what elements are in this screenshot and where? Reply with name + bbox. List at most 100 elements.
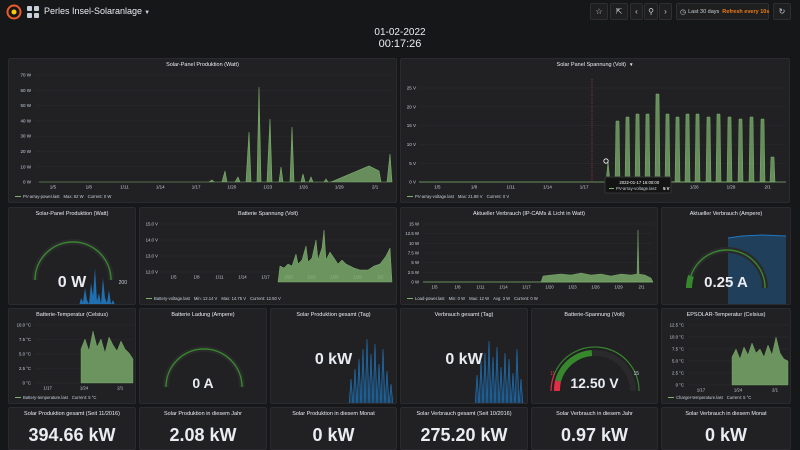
panel-solar-production-gauge[interactable]: Solar-Panel Produktion (Watt) 200 0 W [8,207,136,305]
x-tick-label: 1/17 [522,284,531,289]
load-power-series [540,229,654,283]
y-tick-label: 40 W [20,118,31,123]
y-axis-labels: 12.5 °C 10.0 °C 7.5 °C 5.0 °C 2.5 °C 0 °C [670,323,684,388]
panel-title: Solar Produktion gesamt (Seit 11/2016) [24,411,120,417]
y-tick-label: 15.0 V [146,222,159,227]
x-tick-label: 1/17 [44,385,53,390]
refresh-icon: ↻ [778,7,786,16]
y-tick-label: 13.0 V [146,254,159,259]
y-tick-label: 0 W [23,180,32,185]
chart-legend: Load-power.last Min: 0 W Max: 12 W Avg: 3 W… [407,296,538,301]
battery-voltage-chart: 15.0 V 14.0 V 13.0 V 12.0 V 1/5 1/8 1/11 1/14 1… [146,222,393,283]
chart-legend: PV-array-power.last Max: 62 W Current: 0 W [15,194,111,199]
x-tick-label: 1/24 [80,385,89,390]
stat-value: 0 kW [445,351,483,368]
panel-solar-voltage-graph[interactable]: Solar Panel Spannung (Volt) ▼ 25 V 20 V 15 … [400,58,790,203]
pv-power-series [39,86,393,183]
chart-legend: Battery-voltage.last Min: 12.14 V Max: 14.… [146,296,281,301]
x-tick-label: 1/11 [476,284,485,289]
chart-legend: Battery-temperature.last Current: 5 °C [15,395,96,400]
stat-value: 0 kW [312,425,355,445]
share-button[interactable]: ⇱ [610,3,628,20]
panel-solar-production-graph[interactable]: Solar-Panel Produktion (Watt) 70 W 60 W 50… [8,58,397,203]
chevron-down-icon: ▼ [144,10,151,16]
panel-stat-usage-total[interactable]: Solar Verbrauch gesamt (Seit 10/2016) 27… [400,407,528,450]
time-range-label: Last 30 days [688,8,720,15]
time-back-button[interactable]: ‹ [630,3,643,20]
panel-battery-temperature[interactable]: Batterie-Temperatur (Celsius) 10.0 °C 7.5… [8,308,136,404]
time-range-picker[interactable]: ◷ Last 30 days Refresh every 10s [676,3,769,20]
dashboards-grid-icon[interactable] [27,6,39,18]
y-axis-labels: 25 V 20 V 15 V 10 V 5 V 0 V [407,86,416,185]
gauge-max-label: 15 [633,371,639,377]
star-button[interactable]: ☆ [590,3,608,20]
solar-production-chart: 70 W60 W50 W40 W30 W20 W10 W0 W 1/5 1/8 1/… [20,73,393,190]
x-tick-label: 1/26 [690,185,699,190]
x-axis-labels: 1/17 1/24 2/1 [44,385,124,390]
stat-value: 0 kW [314,351,353,368]
panel-epsolar-temperature[interactable]: EPSOLAR-Temperatur (Celsius) 12.5 °C 10.0… [661,308,791,404]
y-tick-label: 30 W [20,134,31,139]
grafana-logo-icon[interactable] [6,4,22,20]
panel-stat-usage-year[interactable]: Solar Verbrauch in diesem Jahr 0.97 kW [531,407,658,450]
y-tick-label: 0 °C [23,381,31,386]
x-tick-label: 1/5 [432,284,439,289]
stat-value: 2.08 kW [169,425,237,445]
y-tick-label: 14.0 V [146,238,159,243]
panel-battery-voltage-graph[interactable]: Batterie Spannung (Volt) 15.0 V 14.0 V 13.… [139,207,397,305]
panel-stat-solar-total[interactable]: Solar Produktion gesamt (Seit 11/2016) 3… [8,407,136,450]
panel-battery-voltage-gauge[interactable]: Batterie-Spannung (Volt) 11 15 12.50 V [531,308,658,404]
time-forward-button[interactable]: › [659,3,672,20]
x-tick-label: 1/5 [171,274,178,279]
panel-title: Solar Verbrauch in diesem Jahr [556,411,633,417]
panel-solar-day-total[interactable]: Solar Produktion gesamt (Tag) 0 kW [270,308,397,404]
dashboard-title[interactable]: Perles Insel-Solaranlage ▼ [44,6,151,16]
zoom-out-icon: ⚲ [648,7,654,16]
x-tick-label: 1/8 [455,284,462,289]
x-tick-label: 1/23 [568,284,577,289]
panel-stat-solar-month[interactable]: Solar Produktion in diesem Monat 0 kW [270,407,397,450]
gauge-min-label: 11 [550,371,556,377]
panel-title: Solar Produktion gesamt (Tag) [296,312,371,318]
panel-consumption-graph[interactable]: Aktueller Verbrauch (IP-CAMs & Licht in … [400,207,658,305]
stat-value: 394.66 kW [28,425,116,445]
ampere-gauge [686,234,787,304]
x-tick-label: 1/8 [194,274,201,279]
y-tick-label: 50 W [20,103,31,108]
refresh-button[interactable]: ↻ [773,3,791,20]
gauge-value: 0 A [192,375,214,391]
clock-date: 01-02-2022 [374,27,426,38]
x-tick-label: 2/1 [117,385,124,390]
y-tick-label: 12.5 °C [670,323,684,328]
y-tick-label: 10.0 °C [17,323,31,328]
y-tick-label: 7.5 °C [19,337,31,342]
consumption-chart: 15 W 12.5 W 10 W 7.5 W 5 W 2.5 W 0 W 1/5 1/8 1/1… [405,222,654,289]
x-tick-label: 1/14 [238,274,247,279]
panel-battery-charge-gauge[interactable]: Batterie Ladung (Ampere) 0 A [139,308,267,404]
panel-title: Solar-Panel Produktion (Watt) [35,211,109,217]
x-tick-label: 1/23 [263,185,272,190]
battery-temp-chart: 10.0 °C 7.5 °C 5.0 °C 2.5 °C 0 °C 1/17 1/24 2/… [17,323,134,390]
panel-title: Solar-Panel Produktion (Watt) [166,62,239,68]
panel-usage-day-total[interactable]: Verbrauch gesamt (Tag) 0 kW [400,308,528,404]
panel-ampere-gauge[interactable]: Aktueller Verbrauch (Ampere) 0.25 A [661,207,791,305]
x-tick-label: 1/14 [156,185,165,190]
y-tick-label: 5 V [409,161,416,166]
y-tick-label: 15 V [407,123,416,128]
x-tick-label: 1/17 [697,387,706,392]
x-tick-label: 1/17 [580,185,589,190]
panel-title: Solar Panel Spannung (Volt) ▼ [556,62,634,68]
y-tick-label: 10.0 °C [670,335,684,340]
production-gauge [32,239,115,304]
y-tick-label: 5 W [411,260,420,265]
x-tick-label: 1/29 [335,185,344,190]
stat-value: 0 kW [704,425,747,445]
epsolar-temp-chart: 12.5 °C 10.0 °C 7.5 °C 5.0 °C 2.5 °C 0 °C 1/1… [670,323,789,392]
panel-title: Verbrauch gesamt (Tag) [434,312,494,318]
battery-voltage-gauge [550,346,640,392]
zoom-out-button[interactable]: ⚲ [644,3,658,20]
y-tick-label: 60 W [20,88,31,93]
panel-stat-solar-year[interactable]: Solar Produktion in diesem Jahr 2.08 kW [139,407,267,450]
panel-stat-usage-month[interactable]: Solar Verbrauch in diesem Monat 0 kW [661,407,791,450]
x-tick-label: 1/26 [591,284,600,289]
